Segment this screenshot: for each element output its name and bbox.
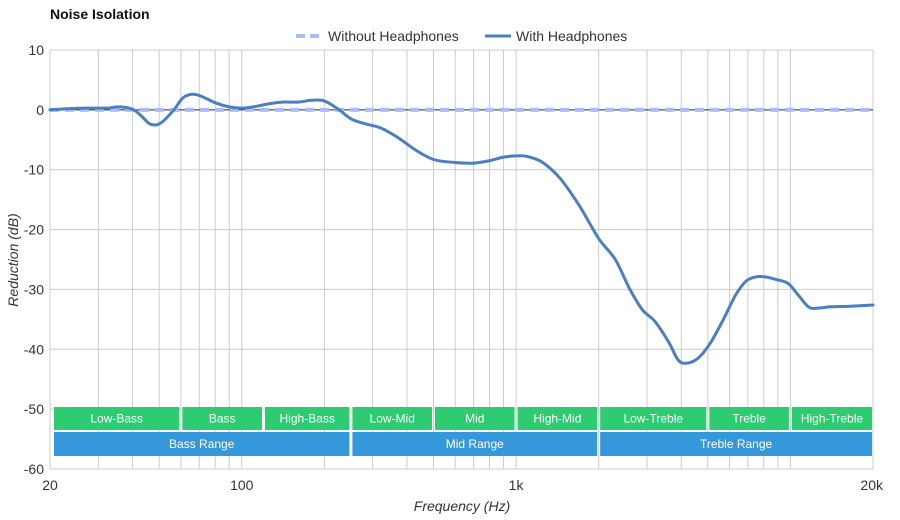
range-band: [435, 407, 515, 430]
series-line-with-headphones: [48, 92, 875, 365]
range-band-label: Mid Range: [446, 437, 504, 451]
range-band-label: Low-Treble: [623, 412, 683, 426]
range-band-label: High-Mid: [533, 412, 581, 426]
range-band: [517, 407, 598, 430]
y-tick-label: 10: [28, 42, 44, 58]
range-band-label: Treble Range: [700, 437, 773, 451]
range-band: [352, 407, 433, 430]
range-band-label: High-Treble: [801, 412, 864, 426]
legend-label: With Headphones: [516, 28, 627, 44]
range-bands: Low-Bass Bass High-Bass Low-Mid Mid High-Mid L…: [54, 407, 872, 456]
range-band: [54, 407, 180, 430]
x-tick-label: 20k: [860, 477, 884, 493]
y-tick-label: 0: [36, 102, 44, 118]
range-band: [264, 407, 350, 430]
y-tick-label: -50: [24, 401, 44, 417]
range-band: [600, 432, 872, 456]
range-band: [600, 407, 707, 430]
legend: Without Headphones With Headphones: [296, 28, 627, 44]
y-tick-label: -30: [24, 281, 44, 297]
y-tick-label: -40: [24, 341, 44, 357]
range-band: [791, 407, 872, 430]
range-band: [182, 407, 262, 430]
range-band: [352, 432, 598, 456]
range-band-label: High-Bass: [280, 412, 335, 426]
x-axis-label: Frequency (Hz): [414, 498, 510, 514]
grid: [49, 49, 874, 470]
legend-label: Without Headphones: [328, 28, 459, 44]
x-tick-label: 100: [230, 477, 254, 493]
y-axis-label: Reduction (dB): [5, 213, 21, 306]
series-lines: [48, 92, 875, 365]
y-tick-label: -60: [24, 461, 44, 477]
y-tick-label: -10: [24, 162, 44, 178]
range-band-label: Mid: [465, 412, 484, 426]
y-tick-label: -20: [24, 222, 44, 238]
range-band: [54, 432, 350, 456]
x-tick-label: 1k: [509, 477, 525, 493]
x-tick-label: 20: [42, 477, 58, 493]
range-band-label: Treble: [732, 412, 766, 426]
range-band-label: Bass: [209, 412, 236, 426]
range-band-label: Low-Mid: [370, 412, 415, 426]
range-band-label: Bass Range: [169, 437, 235, 451]
range-band-label: Low-Bass: [90, 412, 143, 426]
chart-title: Noise Isolation: [50, 6, 150, 22]
range-band: [709, 407, 789, 430]
